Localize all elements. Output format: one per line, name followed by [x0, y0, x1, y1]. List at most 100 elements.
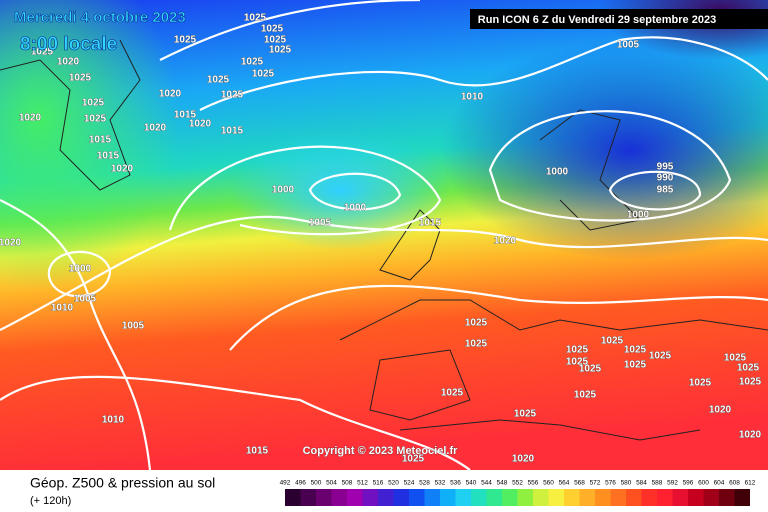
isobar-label: 1000: [627, 210, 650, 221]
scale-label: 548: [497, 480, 508, 487]
field-blob: [0, 0, 180, 290]
scale-swatch: [486, 489, 502, 506]
isobar-label: 1025: [574, 390, 597, 401]
isobar-label: 1015: [89, 135, 112, 146]
scale-swatch: [688, 489, 704, 506]
isobar-label: 1020: [494, 236, 517, 247]
scale-swatch: [409, 489, 425, 506]
isobar-label: 1025: [441, 388, 464, 399]
isobar-label: 1025: [264, 35, 287, 46]
scale-swatch: [548, 489, 564, 506]
isobar-label: 1020: [189, 119, 212, 130]
scale-swatch: [362, 489, 378, 506]
forecast-date: Mercredi 4 octobre 2023: [14, 9, 186, 26]
isobar-label: 1025: [514, 409, 537, 420]
scale-swatch: [610, 489, 626, 506]
scale-label: 612: [745, 480, 756, 487]
isobar-label: 1025: [737, 363, 760, 374]
run-banner: [470, 9, 768, 29]
scale-swatch: [502, 489, 518, 506]
scale-label: 580: [621, 480, 632, 487]
isobar-label: 1025: [221, 90, 244, 101]
isobar-label: 1015: [174, 110, 197, 121]
scale-label: 528: [419, 480, 430, 487]
isobar-label: 1025: [566, 345, 589, 356]
scale-swatch: [517, 489, 533, 506]
scale-label: 572: [590, 480, 601, 487]
isobar-label: 1025: [649, 351, 672, 362]
scale-swatch: [533, 489, 549, 506]
scale-swatch: [734, 489, 750, 506]
scale-label: 604: [714, 480, 725, 487]
scale-label: 576: [605, 480, 616, 487]
isobar-label: 1020: [0, 238, 22, 249]
scale-label: 552: [512, 480, 523, 487]
isobars: [0, 0, 768, 470]
isobar-label: 1025: [601, 336, 624, 347]
isobar-label: 1025: [402, 454, 425, 465]
scale-label: 504: [326, 480, 337, 487]
scale-label: 584: [636, 480, 647, 487]
scale-label: 492: [280, 480, 291, 487]
isobar-label: 1010: [51, 303, 74, 314]
isobar-label: 1020: [57, 57, 80, 68]
isobar-label: 1020: [512, 454, 535, 465]
isobar-label: 1005: [74, 294, 97, 305]
isobar-label: 1010: [461, 92, 484, 103]
isobar-label: 1025: [82, 98, 105, 109]
isobar-label: 1000: [69, 264, 92, 275]
isobar-label: 1025: [724, 353, 747, 364]
isobar-label: 1025: [207, 75, 230, 86]
footer-title: Géop. Z500 & pression au sol: [30, 475, 215, 491]
scale-label: 608: [729, 480, 740, 487]
scale-swatch: [564, 489, 580, 506]
isobar-label: 1025: [174, 35, 197, 46]
scale-swatch: [393, 489, 409, 506]
coastlines: [0, 39, 768, 441]
isobar-label: 1025: [261, 24, 284, 35]
scale-swatch: [316, 489, 332, 506]
isobar-label: 1005: [122, 321, 145, 332]
isobar-label: 1005: [617, 40, 640, 51]
scale-label: 500: [311, 480, 322, 487]
isobar-label: 1015: [419, 218, 442, 229]
isobar-label: 1015: [246, 446, 269, 457]
scale-label: 560: [543, 480, 554, 487]
scale-label: 540: [466, 480, 477, 487]
scale-swatch: [579, 489, 595, 506]
isobar-label: 1015: [97, 151, 120, 162]
isobar-label: 1000: [272, 185, 295, 196]
isobar-label: 985: [657, 185, 674, 196]
scale-label: 600: [698, 480, 709, 487]
scale-swatch: [657, 489, 673, 506]
scale-label: 596: [683, 480, 694, 487]
scale-label: 588: [652, 480, 663, 487]
scale-swatch: [300, 489, 316, 506]
scale-swatch: [595, 489, 611, 506]
isobar-label: 1025: [244, 13, 267, 24]
scale-swatch: [703, 489, 719, 506]
scale-swatch: [672, 489, 688, 506]
isobar-label: 1025: [252, 69, 275, 80]
footer-lead: (+ 120h): [30, 495, 71, 507]
scale-swatch: [424, 489, 440, 506]
scale-label: 520: [388, 480, 399, 487]
scale-label: 532: [435, 480, 446, 487]
isobar-label: 1025: [465, 339, 488, 350]
scale-label: 556: [528, 480, 539, 487]
isobar-label: 995: [657, 162, 674, 173]
isobar-label: 1025: [689, 378, 712, 389]
isobar-label: 1020: [159, 89, 182, 100]
isobar-label: 1020: [709, 405, 732, 416]
isobar-label: 1025: [739, 377, 762, 388]
run-info: Run ICON 6 Z du Vendredi 29 septembre 20…: [478, 14, 716, 26]
isobar-label: 1025: [624, 345, 647, 356]
scale-label: 512: [357, 480, 368, 487]
isobar-label: 1025: [69, 73, 92, 84]
isobar-label: 1020: [111, 164, 134, 175]
scale-swatch: [378, 489, 394, 506]
isobar-label: 1025: [624, 360, 647, 371]
isobar-label: 1025: [241, 57, 264, 68]
scale-label: 516: [373, 480, 384, 487]
